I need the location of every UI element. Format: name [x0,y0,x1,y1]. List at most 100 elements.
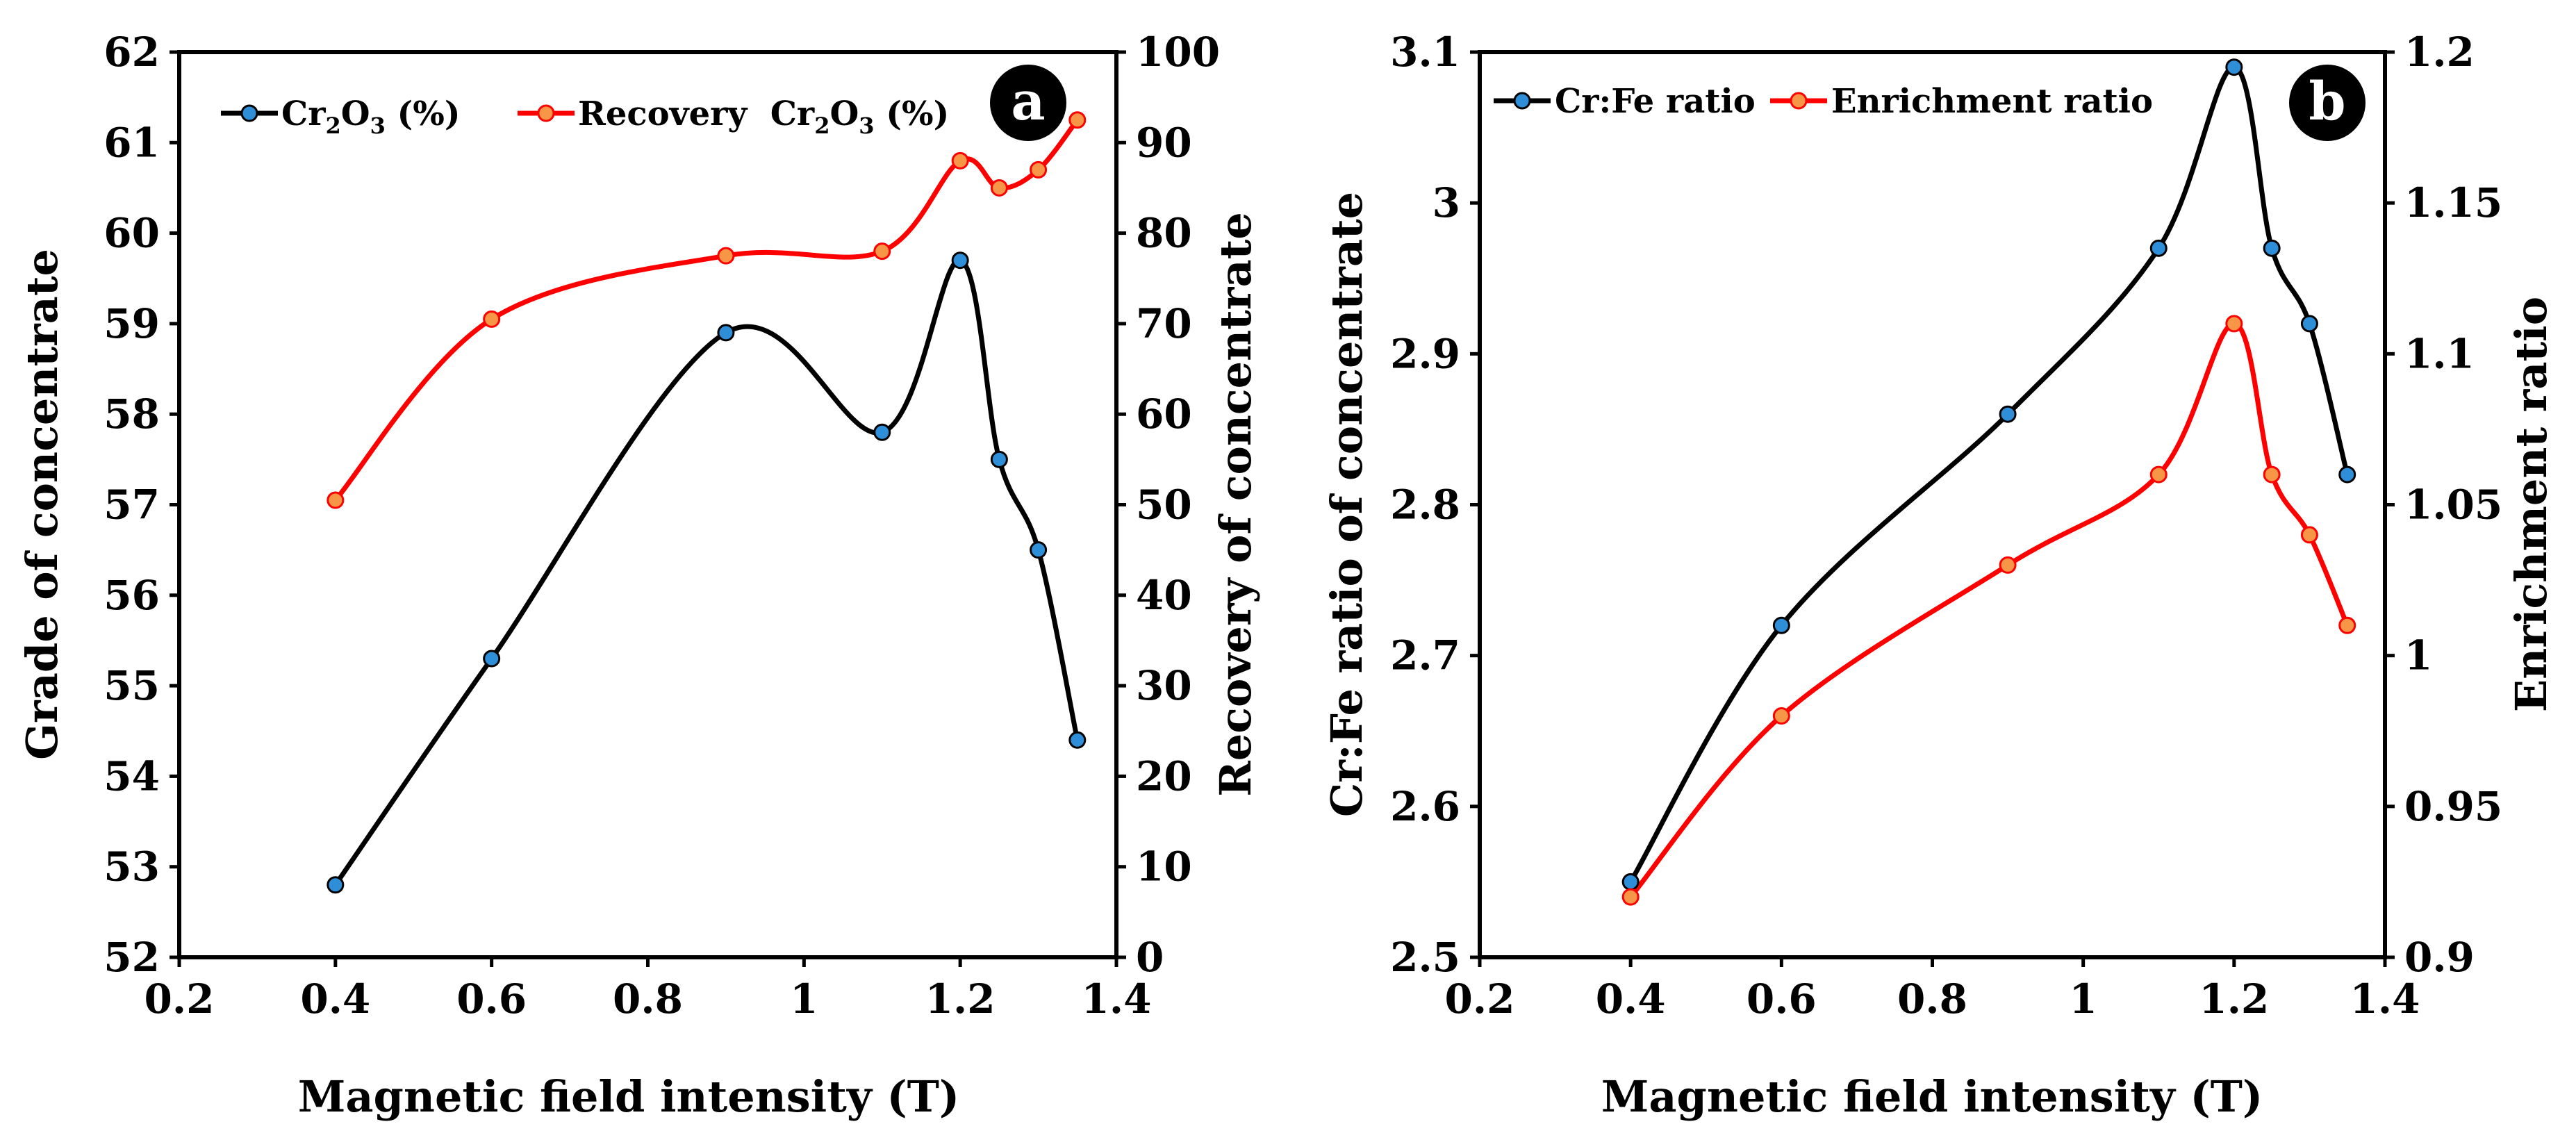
y-tick-label: 3 [1433,179,1460,226]
x-tick-label: 0.6 [1747,975,1817,1023]
x-tick-label: 1.2 [2199,975,2269,1023]
legend-b-marker-1 [1513,92,1531,110]
x-tick-label: 1 [2069,975,2097,1023]
legend-b: Cr:Fe ratio Enrichment ratio [1494,82,2153,121]
data-point-0-7 [1068,731,1087,749]
y-tick-label: 61 [104,119,160,166]
y2-tick-label: 1.1 [2404,330,2475,377]
data-point-1-1 [483,310,501,328]
y2-tick-label: 0 [1136,934,1164,981]
x-tick-label: 0.2 [1445,975,1515,1023]
data-point-1-4 [2225,315,2243,333]
y2-tick-label: 0.9 [2404,934,2475,981]
data-point-1-6 [2300,526,2318,544]
y-tick-label: 59 [104,300,160,347]
x-tick-label: 0.8 [1897,975,1967,1023]
ylabel-b: Cr:Fe ratio of concentrate [1321,192,1372,817]
y2-tick-label: 40 [1136,572,1192,619]
data-point-0-2 [1999,405,2017,423]
y2-tick-label: 1.2 [2404,28,2475,76]
legend-b-marker-2 [1790,92,1808,110]
y2-tick-label: 50 [1136,481,1192,529]
legend-b-label-2: Enrichment ratio [1831,82,2153,121]
x-tick-label: 1.2 [925,975,996,1023]
legend-b-label-1: Cr:Fe ratio [1555,82,1756,121]
y2-tick-label: 90 [1136,119,1192,166]
data-point-1-3 [2149,465,2168,484]
panel-badge-b [2289,65,2366,141]
xlabel-a: Magnetic field intensity (T) [298,1071,960,1122]
y2-tick-label: 1.05 [2404,481,2502,529]
y2-tick-label: 1.15 [2404,179,2502,226]
panel-a-markers [327,111,1087,894]
y2-tick-label: 60 [1136,390,1192,438]
y2-tick-label: 1 [2404,632,2432,679]
data-point-0-5 [990,450,1008,468]
x-tick-label: 1.4 [2350,975,2420,1023]
data-point-0-1 [483,650,501,668]
plot-frame-a [177,50,1118,959]
panel-b: 0.2 0.4 0.6 0.8 1 1.2 1.4 2.5 2.6 2.7 2.8 2.9 3 3.1 0.… [1321,28,2557,1122]
x-tick-label: 1 [790,975,818,1023]
data-point-0-3 [2149,239,2168,257]
ylabel-a: Grade of concentrate [17,249,67,760]
y-tick-label: 3.1 [1390,28,1460,76]
data-point-0-2 [717,324,735,342]
y-tick-label: 53 [104,843,160,891]
x-tick-label: 1.4 [1082,975,1152,1023]
x-tick-label: 0.8 [613,975,683,1023]
y-tick-label: 57 [104,481,160,529]
y-tick-label: 2.7 [1390,632,1460,679]
y2-tick-label: 100 [1136,28,1220,76]
legend-a-marker-2 [537,104,555,122]
series-line-1 [333,117,1080,503]
legend-a-label-1: Cr2O3 (%) [281,94,461,139]
data-point-0-1 [1772,616,1790,634]
data-point-1-0 [327,491,345,509]
xlabel-b: Magnetic field intensity (T) [1601,1071,2263,1122]
panel-b-ticks: 0.2 0.4 0.6 0.8 1 1.2 1.4 2.5 2.6 2.7 2.8 2.9 3 3.1 0.… [1390,28,2502,1023]
panel-badge-a-label: a [1011,70,1045,132]
y-tick-label: 2.9 [1390,330,1460,377]
panel-badge-b-label: b [2309,70,2345,132]
data-point-0-0 [1621,873,1640,891]
panel-b-markers [1621,58,2356,906]
y-tick-label: 58 [104,390,160,438]
y2-tick-label: 10 [1136,843,1192,891]
legend-a: Cr2O3 (%) Recovery Cr2O3 (%) [221,94,949,139]
x-tick-label: 0.4 [1596,975,1666,1023]
y2-tick-label: 70 [1136,300,1192,347]
y2-tick-label: 0.95 [2404,783,2502,830]
data-point-1-3 [873,242,891,261]
data-point-0-6 [2300,315,2318,333]
data-point-1-2 [717,247,735,265]
y2label-a: Recovery of concentrate [1210,212,1261,796]
y-tick-label: 2.5 [1390,934,1460,981]
y-tick-label: 2.8 [1390,481,1460,529]
data-point-0-4 [2225,58,2243,76]
data-point-1-7 [1068,111,1087,129]
y-tick-label: 2.6 [1390,783,1460,830]
y-tick-label: 62 [104,28,160,76]
y-tick-label: 52 [104,934,160,981]
data-point-1-5 [990,179,1008,197]
data-point-1-4 [951,151,969,170]
data-point-0-5 [2263,239,2281,257]
x-tick-label: 0.4 [300,975,370,1023]
plot-frame-b [1478,50,2387,959]
data-point-0-3 [873,423,891,441]
data-point-1-1 [1772,707,1790,725]
y2label-b: Enrichment ratio [2506,297,2557,712]
legend-a-marker-1 [240,104,258,122]
y2-tick-label: 80 [1136,210,1192,257]
y-tick-label: 55 [104,662,160,709]
y-tick-label: 56 [104,572,160,619]
y2-tick-label: 30 [1136,662,1192,709]
data-point-1-6 [1030,160,1048,179]
data-point-1-0 [1621,888,1640,906]
x-tick-label: 0.6 [456,975,527,1023]
panel-badge-a [990,65,1066,141]
data-point-1-5 [2263,465,2281,484]
